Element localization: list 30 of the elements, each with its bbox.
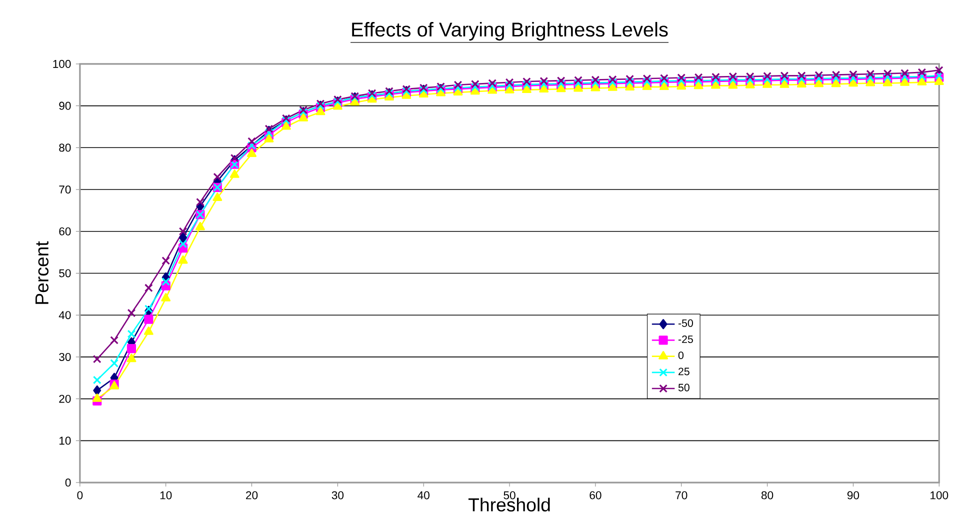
y-tick-label: 10 — [59, 436, 71, 445]
x-tick-label: 90 — [847, 492, 860, 500]
x-axis-title: Threshold — [468, 498, 550, 512]
legend-label: -50 — [678, 320, 693, 328]
x-tick-label: 100 — [930, 492, 948, 500]
y-tick-label: 50 — [59, 269, 71, 278]
y-tick-label: 90 — [59, 102, 71, 110]
y-axis-title: Percent — [36, 241, 49, 304]
x-tick-label: 50 — [504, 492, 516, 500]
legend-label: 0 — [678, 352, 684, 360]
y-tick-label: 0 — [65, 478, 71, 487]
legend-label: 25 — [678, 368, 690, 376]
y-tick-label: 100 — [53, 60, 71, 68]
x-tick-label: 20 — [246, 492, 258, 500]
y-tick-label: 60 — [59, 228, 71, 236]
legend-label: -25 — [678, 336, 693, 344]
y-tick-label: 80 — [59, 144, 71, 152]
x-tick-label: 60 — [590, 492, 602, 500]
y-tick-label: 70 — [59, 186, 71, 194]
chart-title: Effects of Varying Brightness Levels — [352, 22, 668, 41]
x-tick-label: 70 — [676, 492, 688, 500]
y-tick-label: 20 — [59, 395, 71, 404]
legend-label: 50 — [678, 384, 690, 392]
y-tick-label: 40 — [58, 311, 71, 320]
y-tick-label: 30 — [59, 353, 71, 362]
x-tick-label: 40 — [418, 492, 430, 500]
x-tick-label: 0 — [77, 492, 83, 500]
x-tick-label: 80 — [761, 492, 774, 500]
x-tick-label: 30 — [332, 492, 344, 500]
x-tick-label: 10 — [160, 492, 172, 500]
